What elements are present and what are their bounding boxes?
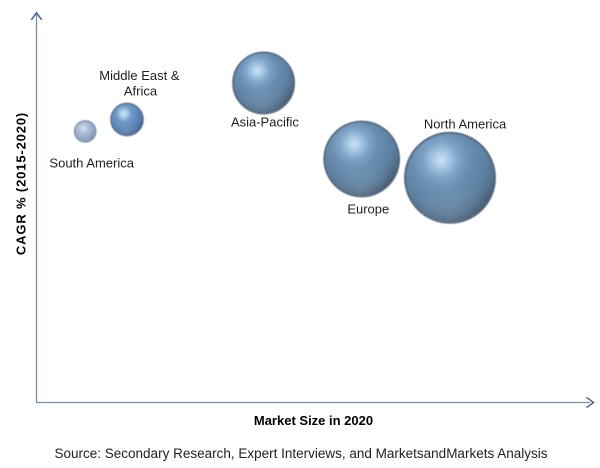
- svg-text:Europe: Europe: [347, 202, 389, 217]
- svg-text:Africa: Africa: [124, 83, 158, 98]
- svg-text:CAGR % (2015-2020): CAGR % (2015-2020): [14, 112, 29, 255]
- svg-text:North America: North America: [424, 116, 507, 131]
- svg-text:South America: South America: [49, 156, 134, 171]
- svg-text:Source: Secondary Research, Ex: Source: Secondary Research, Expert Inter…: [55, 446, 548, 461]
- svg-text:Middle East &: Middle East &: [99, 68, 180, 83]
- svg-text:Market Size in 2020: Market Size in 2020: [254, 413, 373, 428]
- svg-text:Asia-Pacific: Asia-Pacific: [231, 115, 299, 130]
